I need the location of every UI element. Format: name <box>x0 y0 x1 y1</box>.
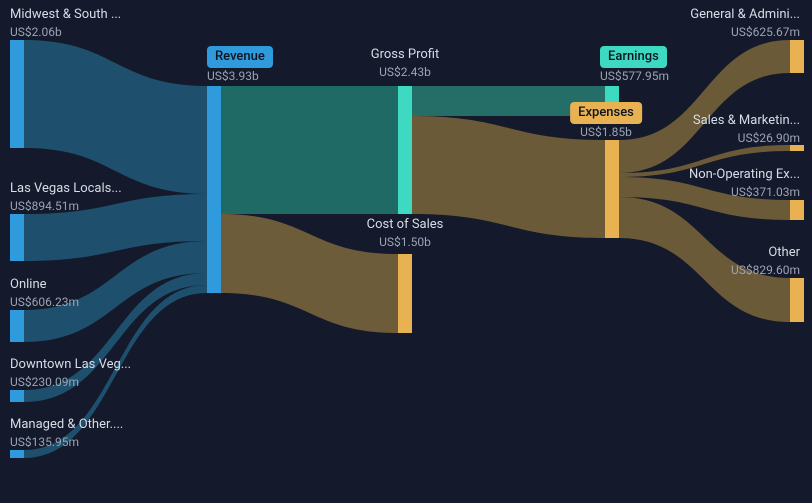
sankey-flow <box>221 86 398 214</box>
label-value: US$2.06b <box>10 25 62 39</box>
sankey-node-online[interactable] <box>10 310 24 342</box>
label-gross: Gross Profit US$2.43b <box>371 46 440 81</box>
sankey-node-lasvegas[interactable] <box>10 214 24 261</box>
sankey-chart: Midwest & South ... US$2.06b Las Vegas Loc… <box>0 0 812 503</box>
label-online: Online US$606.23m <box>10 276 79 311</box>
sankey-node-other[interactable] <box>790 278 804 322</box>
label-general: General & Admini... US$625.67m <box>690 6 800 41</box>
label-title: Downtown Las Veg... <box>10 357 131 372</box>
label-downtown: Downtown Las Veg... US$230.09m <box>10 356 131 391</box>
label-sales: Sales & Marketin... US$26.90m <box>693 112 800 147</box>
sankey-node-general[interactable] <box>790 40 804 73</box>
label-value: US$26.90m <box>738 131 800 145</box>
label-managed: Managed & Other.... US$135.95m <box>10 416 123 451</box>
label-value: US$230.09m <box>10 375 79 389</box>
sankey-node-nonop[interactable] <box>790 200 804 220</box>
label-value: US$1.85b <box>580 125 632 139</box>
label-title: Midwest & South ... <box>10 7 121 22</box>
label-value: US$894.51m <box>10 199 79 213</box>
pill-expenses: Expenses <box>570 102 642 124</box>
label-value: US$2.43b <box>379 65 431 79</box>
label-value: US$625.67m <box>731 25 800 39</box>
label-midwest: Midwest & South ... US$2.06b <box>10 6 121 41</box>
sankey-node-midwest[interactable] <box>10 40 24 148</box>
label-value: US$1.50b <box>379 235 431 249</box>
sankey-node-revenue[interactable] <box>207 86 221 293</box>
label-title: Las Vegas Locals... <box>10 181 122 196</box>
sankey-flow <box>24 40 207 194</box>
sankey-node-managed[interactable] <box>10 450 24 458</box>
label-value: US$577.95m <box>600 69 669 83</box>
label-value: US$606.23m <box>10 295 79 309</box>
label-title: Cost of Sales <box>367 217 444 232</box>
label-value: US$3.93b <box>207 69 259 83</box>
label-other: Other US$829.60m <box>731 244 800 279</box>
label-value: US$371.03m <box>731 185 800 199</box>
label-title: Managed & Other.... <box>10 417 123 432</box>
label-lasvegas: Las Vegas Locals... US$894.51m <box>10 180 122 215</box>
label-title: Other <box>768 245 800 260</box>
label-cost: Cost of Sales US$1.50b <box>367 216 444 251</box>
label-title: Non-Operating Ex... <box>689 167 800 182</box>
label-title: Gross Profit <box>371 47 440 62</box>
label-expenses: ExpensesUS$1.85b <box>570 102 642 141</box>
sankey-node-expenses[interactable] <box>605 140 619 238</box>
label-value: US$829.60m <box>731 263 800 277</box>
sankey-node-gross[interactable] <box>398 86 412 214</box>
sankey-node-downtown[interactable] <box>10 390 24 402</box>
label-title: Online <box>10 277 47 292</box>
label-revenue: RevenueUS$3.93b <box>207 46 273 85</box>
sankey-node-cost[interactable] <box>398 254 412 333</box>
label-value: US$135.95m <box>10 435 79 449</box>
label-title: General & Admini... <box>690 7 800 22</box>
label-nonop: Non-Operating Ex... US$371.03m <box>689 166 800 201</box>
pill-revenue: Revenue <box>207 46 273 68</box>
label-earnings: EarningsUS$577.95m <box>600 46 669 85</box>
label-title: Sales & Marketin... <box>693 113 800 128</box>
pill-earnings: Earnings <box>600 46 667 68</box>
